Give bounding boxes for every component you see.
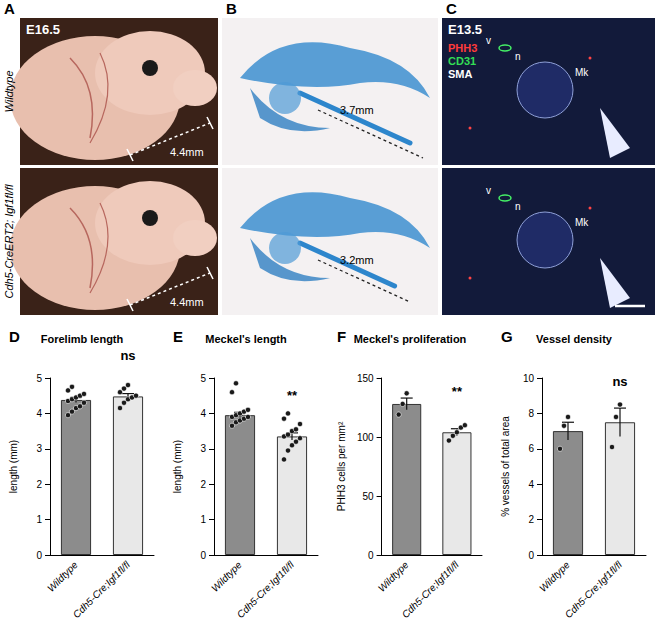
svg-text:0: 0 bbox=[36, 550, 42, 561]
svg-text:% vessels of total area: % vessels of total area bbox=[500, 416, 511, 517]
svg-text:1: 1 bbox=[36, 514, 42, 525]
svg-text:4: 4 bbox=[528, 479, 534, 490]
svg-text:4: 4 bbox=[200, 408, 206, 419]
svg-text:5: 5 bbox=[36, 373, 42, 384]
svg-text:5: 5 bbox=[200, 373, 206, 384]
svg-text:2: 2 bbox=[528, 514, 534, 525]
svg-text:D: D bbox=[9, 328, 20, 345]
svg-text:n: n bbox=[515, 51, 521, 62]
svg-text:Mk: Mk bbox=[575, 217, 589, 228]
svg-text:3: 3 bbox=[200, 443, 206, 454]
svg-text:length (mm): length (mm) bbox=[172, 440, 183, 493]
svg-text:ns: ns bbox=[120, 348, 135, 363]
svg-text:2: 2 bbox=[36, 479, 42, 490]
svg-text:**: ** bbox=[452, 384, 463, 399]
svg-text:PHH3: PHH3 bbox=[448, 42, 477, 54]
svg-text:10: 10 bbox=[523, 373, 535, 384]
svg-text:v: v bbox=[486, 35, 491, 46]
svg-text:A: A bbox=[4, 0, 15, 17]
svg-text:2: 2 bbox=[200, 479, 206, 490]
svg-text:4.4mm: 4.4mm bbox=[170, 296, 204, 308]
svg-text:0: 0 bbox=[368, 550, 374, 561]
svg-text:E13.5: E13.5 bbox=[448, 22, 482, 37]
svg-text:SMA: SMA bbox=[448, 68, 473, 80]
svg-text:0: 0 bbox=[200, 550, 206, 561]
svg-text:3: 3 bbox=[36, 443, 42, 454]
svg-text:PHH3 cells per mm²: PHH3 cells per mm² bbox=[336, 421, 347, 511]
svg-text:6: 6 bbox=[528, 443, 534, 454]
svg-text:150: 150 bbox=[357, 373, 374, 384]
svg-text:G: G bbox=[501, 328, 513, 345]
svg-text:1: 1 bbox=[200, 514, 206, 525]
svg-text:Cdh5-CreERT2; Igf1fl/fl: Cdh5-CreERT2; Igf1fl/fl bbox=[3, 184, 15, 299]
svg-text:v: v bbox=[486, 185, 491, 196]
svg-text:B: B bbox=[226, 0, 237, 17]
svg-text:100: 100 bbox=[357, 432, 374, 443]
svg-text:CD31: CD31 bbox=[448, 55, 476, 67]
svg-text:0: 0 bbox=[528, 550, 534, 561]
svg-text:3.2mm: 3.2mm bbox=[340, 254, 374, 266]
svg-text:Wildtype: Wildtype bbox=[537, 559, 572, 594]
svg-text:**: ** bbox=[287, 388, 298, 403]
svg-text:Cdh5-Cre;Igf1fl/fl: Cdh5-Cre;Igf1fl/fl bbox=[563, 559, 625, 621]
svg-text:Wildtype: Wildtype bbox=[209, 559, 244, 594]
svg-text:Mk: Mk bbox=[575, 67, 589, 78]
svg-text:Forelimb length: Forelimb length bbox=[41, 333, 124, 345]
svg-text:50: 50 bbox=[362, 491, 374, 502]
svg-text:E16.5: E16.5 bbox=[26, 22, 60, 37]
svg-text:4.4mm: 4.4mm bbox=[170, 146, 204, 158]
svg-text:ns: ns bbox=[612, 374, 627, 389]
svg-text:length (mm): length (mm) bbox=[8, 440, 19, 493]
svg-text:Wildtype: Wildtype bbox=[3, 70, 15, 112]
svg-text:Meckel's length: Meckel's length bbox=[205, 333, 287, 345]
svg-text:Vessel density: Vessel density bbox=[536, 333, 613, 345]
svg-text:8: 8 bbox=[528, 408, 534, 419]
svg-text:C: C bbox=[446, 0, 457, 17]
svg-text:Cdh5-Cre;Igf1fl/fl: Cdh5-Cre;Igf1fl/fl bbox=[235, 559, 297, 621]
svg-text:Wildtype: Wildtype bbox=[45, 559, 80, 594]
svg-text:Meckel's proliferation: Meckel's proliferation bbox=[354, 333, 467, 345]
svg-text:n: n bbox=[515, 201, 521, 212]
svg-text:4: 4 bbox=[36, 408, 42, 419]
svg-text:3.7mm: 3.7mm bbox=[340, 104, 374, 116]
svg-text:Wildtype: Wildtype bbox=[376, 559, 411, 594]
svg-text:Cdh5-Cre;Igf1fl/fl: Cdh5-Cre;Igf1fl/fl bbox=[71, 559, 133, 621]
svg-text:E: E bbox=[173, 328, 183, 345]
svg-text:Cdh5-Cre;Igf1fl/fl: Cdh5-Cre;Igf1fl/fl bbox=[400, 559, 462, 621]
svg-text:F: F bbox=[337, 328, 346, 345]
